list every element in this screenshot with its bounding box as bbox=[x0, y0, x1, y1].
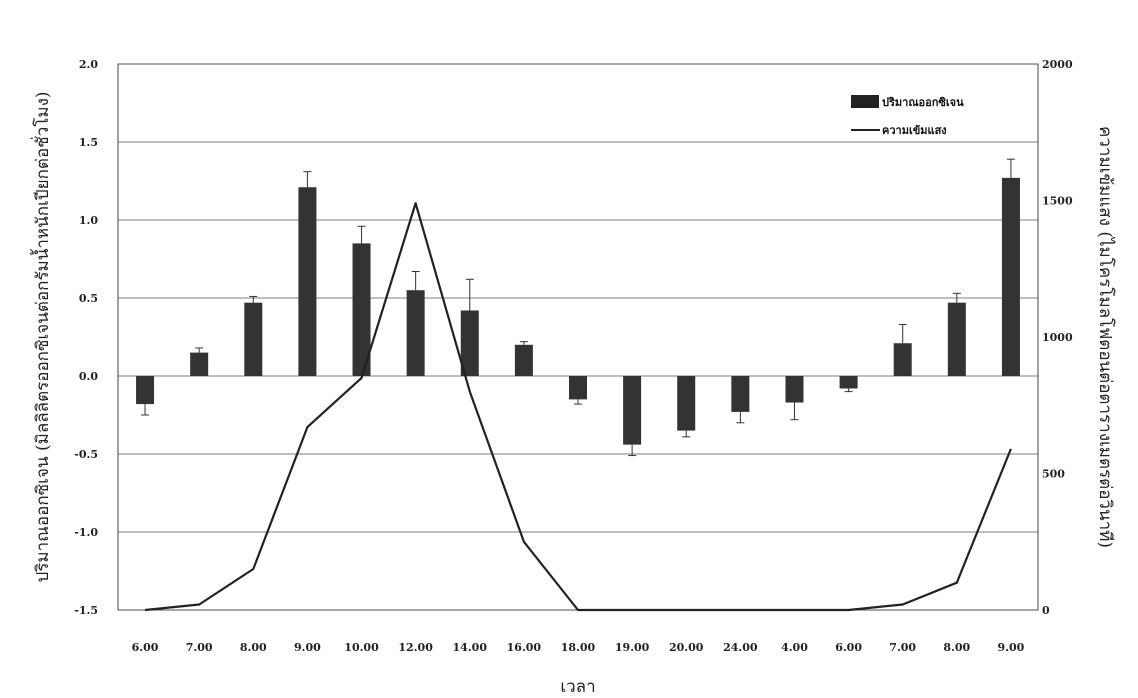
legend: ปริมาณออกซิเจน ความเข้มแสง bbox=[851, 95, 964, 137]
x-axis-title: เวลา bbox=[560, 677, 595, 697]
bar bbox=[731, 376, 750, 412]
y-left-tick-label: -0.5 bbox=[74, 448, 98, 461]
y-left-tick-label: 0.5 bbox=[79, 292, 98, 305]
x-tick-label: 8.00 bbox=[943, 641, 970, 654]
x-tick-label: 6.00 bbox=[835, 641, 862, 654]
y-right-tick-label: 500 bbox=[1042, 468, 1065, 481]
x-tick-label: 8.00 bbox=[240, 641, 267, 654]
bar bbox=[677, 376, 696, 431]
bar bbox=[514, 344, 533, 376]
light-intensity-line bbox=[144, 202, 1012, 612]
x-tick-label: 12.00 bbox=[398, 641, 433, 654]
legend-bar-swatch bbox=[851, 95, 879, 108]
bar bbox=[623, 376, 642, 445]
x-tick-label: 20.00 bbox=[669, 641, 704, 654]
legend-line-label: ความเข้มแสง bbox=[882, 124, 947, 137]
x-tick-label: 9.00 bbox=[294, 641, 321, 654]
x-tick-label: 6.00 bbox=[132, 641, 159, 654]
bar bbox=[460, 310, 479, 376]
y-right-tick-label: 2000 bbox=[1042, 58, 1073, 71]
x-tick-label: 10.00 bbox=[344, 641, 379, 654]
y-left-tick-label: 2.0 bbox=[79, 58, 98, 71]
bar bbox=[839, 376, 858, 389]
error-bars bbox=[141, 158, 1015, 457]
bar bbox=[947, 302, 966, 376]
legend-bar-label: ปริมาณออกซิเจน bbox=[882, 96, 964, 109]
bar bbox=[244, 302, 263, 376]
y-right-tick-label: 1500 bbox=[1042, 195, 1073, 208]
bar bbox=[893, 343, 912, 376]
x-tick-label: 14.00 bbox=[453, 641, 488, 654]
x-tick-label: 24.00 bbox=[723, 641, 758, 654]
bar bbox=[190, 352, 209, 376]
y-axis-left-title: ปริมาณออกซิเจน (มิลลิลิตรออกซิเจนต่อกรัม… bbox=[30, 91, 53, 582]
line-series bbox=[144, 202, 1012, 612]
bar bbox=[785, 376, 804, 403]
y-right-tick-label: 1000 bbox=[1042, 331, 1073, 344]
bar-series bbox=[136, 177, 1020, 445]
bar bbox=[569, 376, 587, 400]
x-tick-label: 4.00 bbox=[781, 641, 808, 654]
bar bbox=[406, 290, 425, 376]
y-axis-right-title: ความเข้มแสง (ไมโครโมลโฟตอนต่อตารางเมตรต่… bbox=[1095, 126, 1116, 548]
x-tick-label: 7.00 bbox=[889, 641, 916, 654]
x-tick-label: 19.00 bbox=[615, 641, 650, 654]
x-tick-label: 9.00 bbox=[998, 641, 1025, 654]
x-tick-label: 16.00 bbox=[507, 641, 542, 654]
y-left-tick-label: 1.5 bbox=[79, 136, 98, 149]
tick-labels: 2.0 1.5 1.0 0.5 0.0 -0.5 -1.0 -1.5 2000 1500 1000 5… bbox=[74, 58, 1073, 654]
bar bbox=[352, 243, 371, 376]
x-tick-label: 7.00 bbox=[186, 641, 213, 654]
y-left-tick-label: 0.0 bbox=[79, 370, 98, 383]
y-left-tick-label: -1.0 bbox=[74, 526, 98, 539]
bar bbox=[298, 187, 317, 376]
x-tick-label: 18.00 bbox=[561, 641, 596, 654]
bar bbox=[136, 376, 155, 405]
bar bbox=[1001, 177, 1020, 376]
y-left-tick-label: -1.5 bbox=[74, 604, 98, 617]
y-right-tick-label: 0 bbox=[1042, 604, 1050, 617]
y-left-tick-label: 1.0 bbox=[79, 214, 98, 227]
